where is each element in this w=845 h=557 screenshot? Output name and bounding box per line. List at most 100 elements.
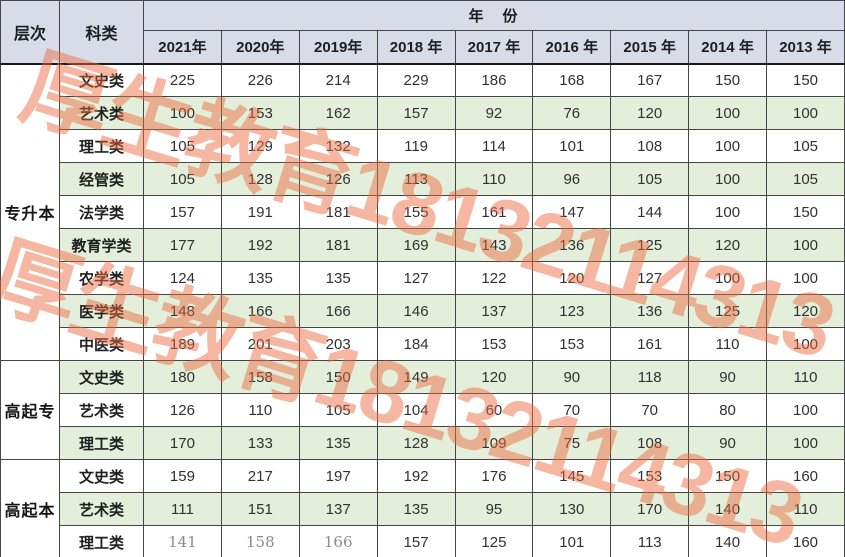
score-cell: 135 [376,492,456,526]
score-cell: 114 [454,129,534,163]
score-cell: 110 [766,360,845,394]
table-body: 专升本 文史类 225 226 214 229 186 168 167 150 150 艺术类 100 1… [0,63,845,557]
score-cell: 92 [454,96,534,130]
year-header-3: 2019年 [298,30,378,65]
score-cell: 100 [688,195,767,229]
score-cell: 170 [143,426,222,460]
category-cell: 医学类 [59,294,144,328]
score-cell: 100 [766,261,845,295]
score-cell: 60 [454,393,534,427]
score-cell: 225 [143,63,222,97]
score-cell: 105 [766,162,845,196]
score-cell: 166 [220,294,300,328]
score-cell: 153 [454,327,534,361]
score-cell: 186 [454,63,534,97]
score-cell: 101 [532,525,612,557]
score-cell: 109 [454,426,534,460]
score-cell: 125 [688,294,767,328]
score-cell: 146 [376,294,456,328]
score-cell: 120 [610,96,690,130]
score-cell: 217 [220,459,300,493]
score-cell: 153 [532,327,612,361]
score-cell: 229 [376,63,456,97]
score-cell: 125 [610,228,690,262]
score-cell: 100 [688,162,767,196]
score-cell: 100 [766,393,845,427]
score-cell: 100 [766,228,845,262]
score-cell: 140 [688,525,767,557]
score-cell: 226 [220,63,300,97]
score-cell: 189 [143,327,222,361]
category-cell: 理工类 [59,525,144,557]
score-cell: 100 [688,96,767,130]
table-row: 中医类 189 201 203 184 153 153 161 110 100 [1,327,845,361]
table-row: 艺术类 111 151 137 135 95 130 170 140 110 [1,492,845,526]
table-row: 高起专 文史类 180 158 150 149 120 90 118 90 110 [0,360,845,460]
score-cell: 110 [688,327,767,361]
score-cell: 137 [298,492,378,526]
score-cell: 150 [688,63,767,97]
score-cell: 166 [298,525,378,557]
score-cell: 192 [376,459,456,493]
score-cell: 150 [766,195,845,229]
score-cell: 100 [766,327,845,361]
score-cell: 70 [610,393,690,427]
score-cell: 160 [766,459,845,493]
score-cell: 100 [143,96,222,130]
score-cell: 120 [454,360,534,394]
score-cell: 155 [376,195,456,229]
score-cell: 90 [688,426,767,460]
year-header-5: 2017 年 [454,30,534,65]
score-cell: 140 [688,492,767,526]
score-cell: 145 [532,459,612,493]
score-cell: 150 [688,459,767,493]
score-cell: 144 [610,195,690,229]
score-cell: 108 [610,426,690,460]
score-cell: 130 [532,492,612,526]
score-cell: 110 [454,162,534,196]
score-cell: 191 [220,195,300,229]
score-cell: 166 [298,294,378,328]
score-cell: 197 [298,459,378,493]
score-cell: 176 [454,459,534,493]
score-cell: 113 [376,162,456,196]
category-cell: 艺术类 [59,492,144,526]
score-cell: 151 [220,492,300,526]
level-cell-2: 高起专 [0,360,60,460]
year-header-2: 2020年 [220,30,300,65]
score-cell: 150 [298,360,378,394]
category-cell: 理工类 [59,129,144,163]
score-cell: 105 [143,129,222,163]
level-cell-3: 高起本 [0,459,60,557]
score-cell: 108 [610,129,690,163]
score-cell: 120 [532,261,612,295]
score-cell: 111 [143,492,222,526]
score-cell: 161 [454,195,534,229]
score-cell: 162 [298,96,378,130]
score-cell: 90 [688,360,767,394]
score-cell: 161 [610,327,690,361]
table-row: 法学类 157 191 181 155 161 147 144 100 150 [1,195,845,229]
table-row: 经管类 105 128 126 113 110 96 105 100 105 [1,162,845,196]
table-row: 理工类 105 129 132 119 114 101 108 100 105 [1,129,845,163]
score-cell: 157 [376,525,456,557]
level-column-header: 层次 [0,0,60,65]
score-cell: 158 [220,525,300,557]
category-cell: 文史类 [59,459,144,493]
category-cell: 艺术类 [59,96,144,130]
score-cell: 126 [298,162,378,196]
score-cell: 136 [532,228,612,262]
score-cell: 177 [143,228,222,262]
score-cell: 105 [143,162,222,196]
score-cell: 75 [532,426,612,460]
score-cell: 160 [766,525,845,557]
score-cell: 127 [376,261,456,295]
category-cell: 中医类 [59,327,144,361]
score-cell: 133 [220,426,300,460]
score-cell: 101 [532,129,612,163]
score-cell: 100 [766,96,845,130]
year-header-4: 2018 年 [376,30,456,65]
score-cell: 214 [298,63,378,97]
category-cell: 法学类 [59,195,144,229]
